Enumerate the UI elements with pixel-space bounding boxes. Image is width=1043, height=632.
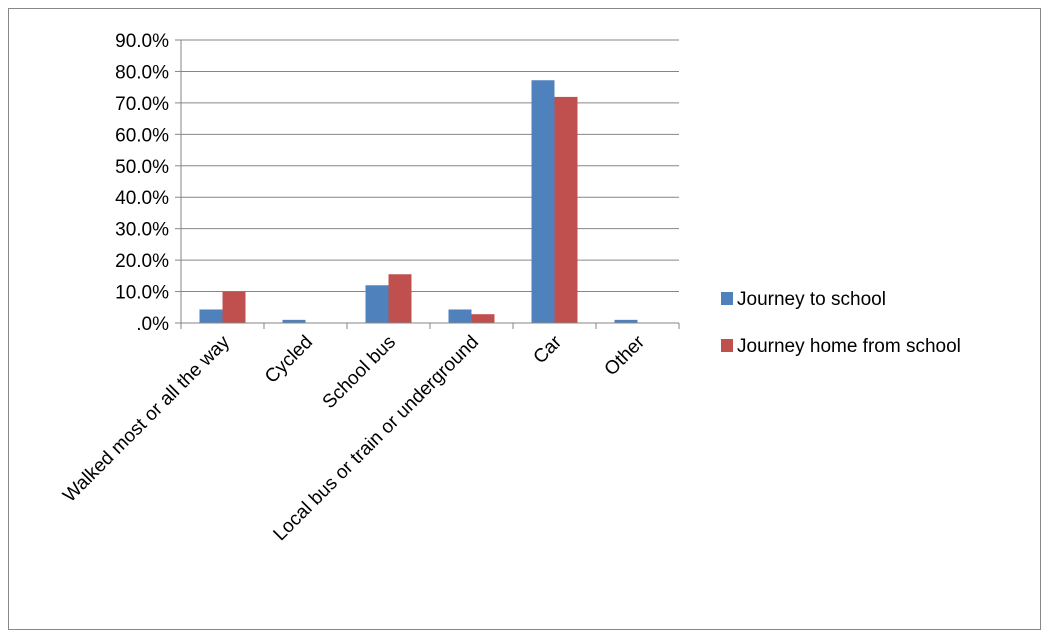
y-tick-label: 10.0% bbox=[115, 283, 169, 304]
axes bbox=[180, 40, 680, 329]
bar-journey-to-school bbox=[531, 80, 555, 323]
x-category-label: Walked most or all the way bbox=[59, 331, 234, 506]
bar-journey-to-school bbox=[365, 285, 389, 323]
gridlines bbox=[181, 39, 679, 293]
legend: Journey to school Journey home from schoo… bbox=[721, 289, 961, 357]
x-category-label: Cycled bbox=[261, 332, 317, 388]
y-tick-label: 30.0% bbox=[115, 220, 169, 241]
bar-journey-home bbox=[222, 291, 246, 323]
y-axis-ticks: .0% 10.0% 20.0% 30.0% 40.0% 50.0% 60.0% 70.0% 80… bbox=[115, 31, 181, 335]
x-category-label: Other bbox=[601, 331, 650, 380]
y-tick-label: 60.0% bbox=[115, 125, 169, 146]
bar-journey-home bbox=[471, 314, 495, 323]
y-tick-label: 80.0% bbox=[115, 62, 169, 83]
bar-journey-to-school bbox=[614, 319, 638, 323]
legend-label: Journey home from school bbox=[737, 336, 961, 357]
legend-swatch bbox=[721, 292, 733, 305]
bars bbox=[199, 80, 638, 323]
y-tick-label: 20.0% bbox=[115, 251, 169, 272]
legend-swatch bbox=[721, 339, 733, 352]
y-tick-label: 40.0% bbox=[115, 188, 169, 209]
bar-journey-to-school bbox=[448, 309, 472, 323]
bar-journey-to-school bbox=[199, 309, 223, 323]
y-tick-label: 90.0% bbox=[115, 31, 169, 52]
y-tick-label: 70.0% bbox=[115, 94, 169, 115]
x-category-label: School bus bbox=[319, 332, 400, 413]
x-category-label: Car bbox=[530, 331, 567, 368]
bar-journey-home bbox=[388, 274, 412, 323]
bar-journey-home bbox=[554, 96, 578, 323]
chart-frame bbox=[8, 8, 1041, 630]
y-tick-label: .0% bbox=[136, 314, 169, 335]
legend-label: Journey to school bbox=[737, 289, 886, 310]
bar-journey-to-school bbox=[282, 319, 306, 323]
y-tick-label: 50.0% bbox=[115, 157, 169, 178]
x-axis-ticks: Walked most or all the way Cycled School b… bbox=[59, 331, 649, 545]
